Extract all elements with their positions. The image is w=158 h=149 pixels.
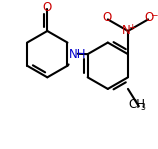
Text: O: O xyxy=(144,11,154,24)
Text: −: − xyxy=(150,11,158,20)
Text: +: + xyxy=(128,23,136,32)
Text: N: N xyxy=(122,24,131,37)
Text: CH: CH xyxy=(129,98,146,111)
Text: 3: 3 xyxy=(141,103,146,111)
Text: O: O xyxy=(43,1,52,14)
Text: NH: NH xyxy=(69,48,86,61)
Text: O: O xyxy=(102,11,112,24)
